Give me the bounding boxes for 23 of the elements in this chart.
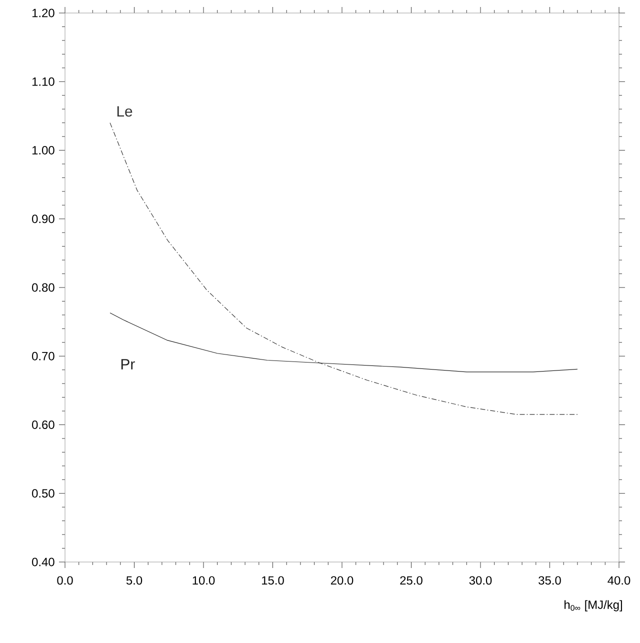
- line-series: [110, 312, 578, 372]
- x-tick-label: 15.0: [262, 576, 284, 585]
- line-series: [110, 122, 578, 415]
- y-tick-label: 0.40: [32, 558, 54, 566]
- y-tick-label: 0.70: [32, 352, 54, 360]
- x-tick-label: 35.0: [538, 576, 561, 585]
- x-axis-title: h$_{0∞}$ [MJ/kg]: [564, 600, 622, 612]
- y-tick-label: 0.60: [32, 420, 54, 429]
- series-label: Le: [117, 106, 132, 117]
- x-tick-label: 40.0: [608, 576, 630, 585]
- x-tick-label: 25.0: [400, 576, 422, 585]
- y-tick-label: 1.10: [32, 77, 54, 86]
- x-tick-label: 20.0: [330, 576, 354, 585]
- y-tick-label: 0.90: [32, 214, 54, 224]
- text: Pr: [121, 359, 135, 370]
- y-tick-label: 0.50: [32, 489, 54, 498]
- y-tick-label: 0.80: [32, 283, 54, 292]
- x-tick-label: 0.0: [57, 576, 73, 585]
- x-tick-label: 30.0: [469, 576, 492, 585]
- x-tick-label: 10.0: [192, 576, 215, 585]
- y-tick-label: 1.20: [32, 8, 54, 18]
- y-tick-label: 1.00: [32, 146, 54, 154]
- x-tick-label: 5.0: [126, 576, 142, 585]
